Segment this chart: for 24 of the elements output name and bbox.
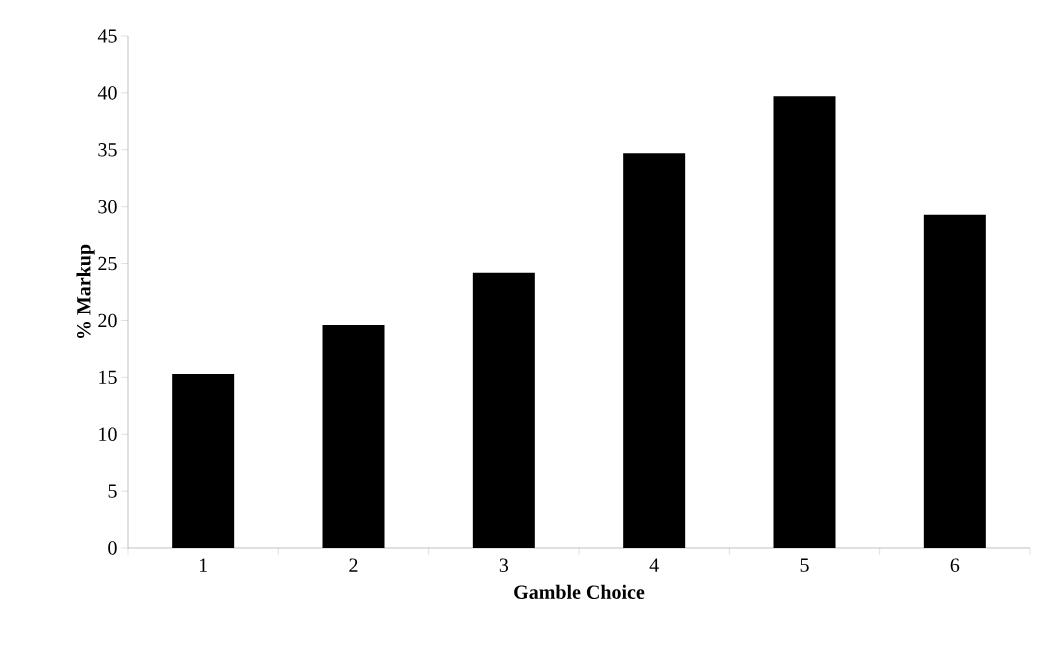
y-tick-label: 15 bbox=[99, 370, 117, 385]
y-axis-title: % Markup bbox=[76, 244, 95, 339]
bar bbox=[923, 214, 986, 548]
x-tick-label: 1 bbox=[199, 558, 207, 572]
y-tick-label: 25 bbox=[98, 256, 117, 271]
x-tick-label: 5 bbox=[800, 558, 809, 572]
y-tick-label: 5 bbox=[108, 484, 117, 498]
x-tick-label: 2 bbox=[349, 558, 358, 572]
bar bbox=[773, 96, 836, 548]
y-tick-label: 45 bbox=[97, 29, 117, 43]
y-tick-label: 20 bbox=[98, 313, 117, 328]
y-tick-label: 35 bbox=[98, 143, 117, 157]
y-tick-label: 10 bbox=[99, 427, 117, 441]
bar bbox=[623, 153, 686, 548]
x-tick-label: 3 bbox=[499, 558, 509, 572]
x-tick-label: 6 bbox=[950, 558, 960, 572]
y-tick-label: 0 bbox=[108, 541, 117, 555]
bar bbox=[322, 324, 385, 548]
bar bbox=[172, 373, 235, 548]
y-tick-label: 40 bbox=[97, 86, 117, 100]
x-tick-label: 4 bbox=[649, 558, 659, 572]
x-axis-title: Gamble Choice bbox=[514, 584, 645, 599]
y-tick-label: 30 bbox=[98, 199, 117, 214]
bar bbox=[472, 272, 535, 548]
